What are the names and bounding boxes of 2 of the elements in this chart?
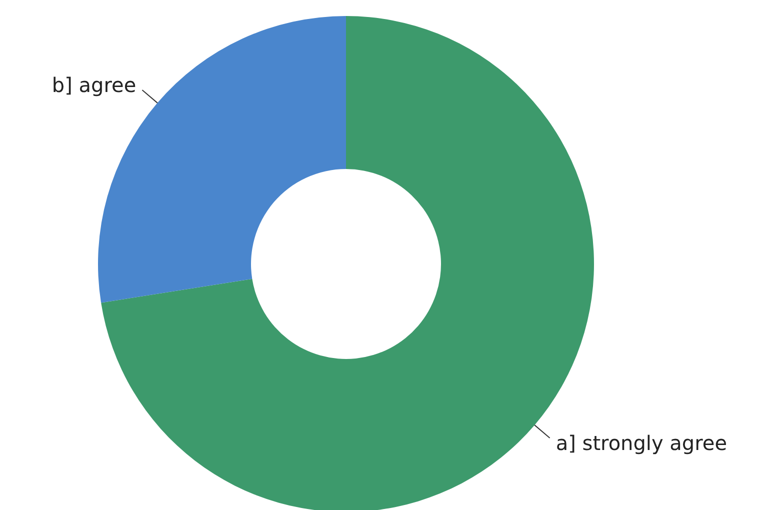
slice-label: b] agree <box>52 72 136 97</box>
slice-label: a] strongly agree <box>556 431 728 456</box>
